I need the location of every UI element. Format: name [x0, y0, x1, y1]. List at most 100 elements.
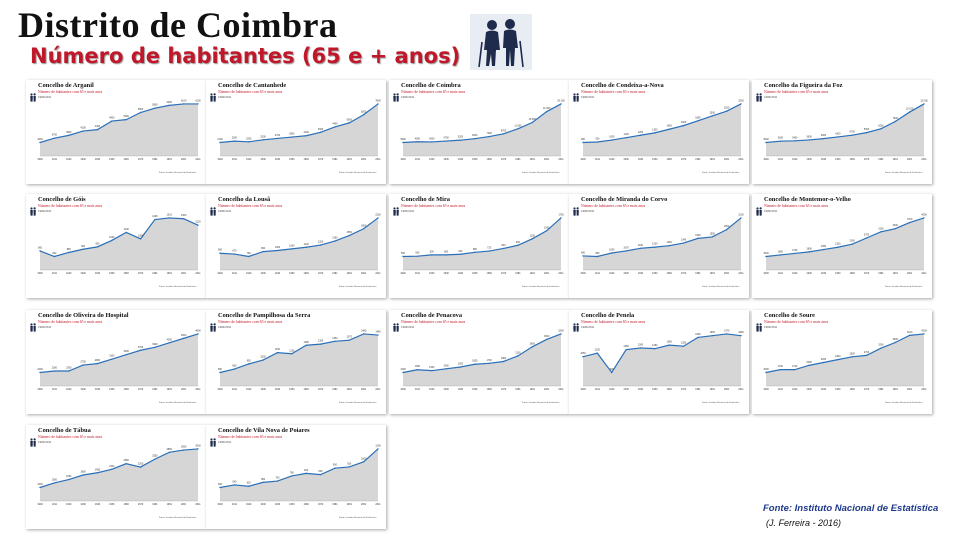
- data-label: 4300: [95, 125, 101, 128]
- data-label: 5200: [458, 136, 464, 139]
- elderly-couple-icon: [572, 203, 580, 216]
- data-point: [445, 254, 447, 256]
- data-point: [794, 368, 796, 371]
- chart-title: Concelho de Tábua: [38, 427, 91, 434]
- chart-panel: 3400 3700 3900 4200 4300 4900 5000 5500 5800 6000…: [26, 80, 206, 184]
- area-chart: 1500 1700 1700 2000 2200 2400 2600 2700 3200 3600…: [763, 329, 927, 391]
- elderly-couple-icon: [755, 203, 763, 216]
- data-label: 1650: [472, 360, 478, 363]
- x-tick-label: 1950: [652, 158, 658, 161]
- x-tick-label: 1940: [275, 158, 281, 161]
- x-tick-label: 1911: [595, 388, 601, 391]
- x-tick-label: 1940: [95, 272, 101, 275]
- x-tick-label: 1981: [878, 158, 884, 161]
- data-point: [82, 130, 84, 132]
- data-label: 8700: [501, 129, 507, 132]
- data-point: [779, 368, 782, 371]
- data-point: [182, 103, 185, 105]
- data-point: [334, 340, 336, 342]
- data-label: 1150: [275, 348, 281, 351]
- data-label: 2200: [821, 358, 827, 361]
- data-label: 880: [67, 248, 72, 251]
- data-point: [560, 217, 562, 219]
- x-tick-label: 2011: [195, 158, 201, 161]
- data-point: [402, 141, 404, 144]
- x-tick-label: 1911: [415, 158, 421, 161]
- data-point: [219, 141, 221, 144]
- series-area: [40, 103, 198, 156]
- data-label: 1220: [195, 221, 201, 224]
- data-point: [822, 248, 825, 251]
- data-point: [377, 217, 379, 219]
- chart-source: Fonte: Instituto Nacional de Estatística: [702, 402, 740, 404]
- data-label: 2500: [260, 135, 266, 138]
- data-point: [125, 462, 127, 465]
- data-point: [348, 466, 350, 468]
- data-point: [923, 217, 925, 219]
- x-tick-label: 1960: [667, 388, 673, 391]
- elderly-couple-icon: [392, 203, 400, 216]
- data-label: 21 000: [543, 107, 551, 110]
- data-point: [96, 362, 99, 365]
- data-label: 2100: [515, 351, 521, 354]
- chart-title: Concelho de Oliveira do Hospital: [38, 312, 129, 319]
- data-point: [923, 333, 925, 335]
- data-point: [68, 251, 70, 254]
- x-tick-label: 1930: [260, 503, 266, 506]
- chart-subtitle: Número de habitantes com 65 e mais anos: [218, 435, 283, 439]
- data-label: 800: [319, 470, 324, 473]
- data-label: 1200: [318, 241, 324, 244]
- data-point: [794, 140, 796, 142]
- chart-range: 1900/2011: [38, 325, 52, 329]
- x-tick-label: 1930: [443, 158, 449, 161]
- data-label: 1800: [724, 225, 730, 228]
- data-point: [668, 244, 670, 247]
- x-tick-label: 1991: [347, 158, 353, 161]
- x-tick-label: 1960: [850, 158, 856, 161]
- chart-panel: 3000 3300 3400 3600 3900 4300 4700 5300 6200 7900…: [752, 80, 932, 184]
- chart-subtitle: Número de habitantes com 65 e mais anos: [38, 435, 103, 439]
- data-point: [625, 136, 627, 139]
- data-point: [362, 333, 365, 335]
- data-point: [611, 252, 613, 254]
- data-label: 1350: [332, 237, 338, 240]
- data-label: 1950: [821, 245, 827, 248]
- x-tick-label: 2011: [558, 158, 564, 161]
- x-tick-label: 1950: [109, 388, 115, 391]
- data-point: [197, 333, 199, 335]
- data-point: [233, 140, 236, 142]
- x-tick-label: 2011: [558, 388, 564, 391]
- x-tick-label: 2011: [375, 158, 381, 161]
- data-point: [168, 217, 170, 219]
- data-label: 3100: [109, 355, 115, 358]
- data-point: [779, 254, 782, 256]
- data-label: 2200: [246, 137, 252, 140]
- data-point: [894, 120, 896, 123]
- series-line: [402, 103, 562, 144]
- x-tick-label: 1911: [52, 272, 58, 275]
- data-label: 3700: [52, 134, 58, 137]
- x-tick-label: 1930: [80, 158, 86, 161]
- x-tick-label: 1940: [821, 388, 827, 391]
- data-point: [111, 358, 113, 360]
- data-point: [154, 218, 156, 221]
- data-point: [125, 231, 127, 234]
- data-label: 4200: [429, 137, 435, 140]
- data-label: 1200: [400, 368, 406, 371]
- chart-source: Fonte: Instituto Nacional de Estatística: [702, 172, 740, 174]
- data-point: [139, 349, 142, 351]
- chart-source: Fonte: Instituto Nacional de Estatística: [885, 286, 923, 288]
- data-label: 900: [218, 249, 223, 252]
- x-tick-label: 1991: [710, 158, 716, 161]
- data-label: 1800: [806, 247, 812, 250]
- data-point: [794, 252, 796, 255]
- data-point: [305, 246, 307, 248]
- x-tick-label: 1930: [80, 503, 86, 506]
- data-point: [39, 371, 41, 374]
- data-label: 4900: [109, 117, 115, 120]
- x-tick-label: 1940: [275, 272, 281, 275]
- data-point: [865, 131, 868, 134]
- x-tick-label: 1970: [501, 158, 507, 161]
- data-label: 5500: [138, 108, 144, 111]
- data-label: 1300: [638, 343, 644, 346]
